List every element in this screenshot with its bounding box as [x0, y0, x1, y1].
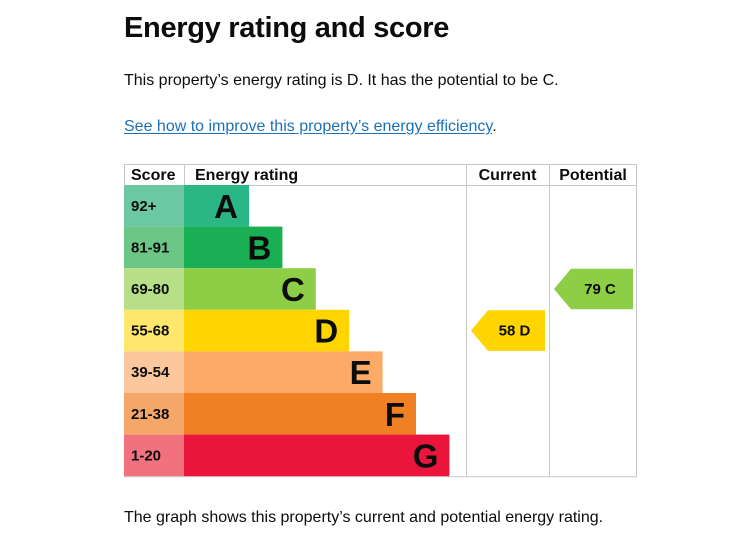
score-range-c: 69-80	[131, 281, 169, 298]
score-cell-d	[124, 309, 184, 352]
improve-link-paragraph: See how to improve this property’s energ…	[124, 118, 497, 136]
chart-caption: The graph shows this property’s current …	[124, 509, 604, 526]
header-energy-rating: Energy rating	[195, 167, 298, 184]
rating-letter-d: D	[314, 313, 338, 350]
score-cell-c	[124, 268, 184, 310]
score-cell-f	[124, 393, 184, 435]
current-rating-arrow	[471, 310, 545, 351]
potential-rating-label: 79 C	[584, 281, 616, 298]
score-range-b: 81-91	[131, 239, 169, 256]
score-cell-e	[124, 351, 184, 393]
rating-letter-a: A	[214, 188, 238, 225]
rating-letter-e: E	[350, 354, 372, 391]
header-score: Score	[131, 167, 176, 184]
rating-bar-c	[184, 268, 316, 310]
rating-letter-c: C	[281, 271, 305, 308]
rating-letter-g: G	[413, 437, 439, 474]
score-cell-a	[124, 185, 184, 227]
rating-bar-g	[184, 434, 450, 477]
score-range-a: 92+	[131, 198, 157, 215]
rating-bar-f	[184, 393, 416, 435]
rating-bar-e	[184, 351, 383, 393]
score-range-d: 55-68	[131, 323, 169, 340]
potential-rating-arrow	[554, 268, 633, 310]
link-suffix: .	[492, 118, 497, 135]
improve-efficiency-link[interactable]: See how to improve this property’s energ…	[124, 118, 493, 135]
rating-letter-b: B	[248, 229, 272, 266]
score-cell-b	[124, 226, 184, 269]
header-current: Current	[479, 167, 537, 184]
rating-summary: This property’s energy rating is D. It h…	[124, 72, 559, 89]
score-range-f: 21-38	[131, 406, 169, 423]
score-range-e: 39-54	[131, 364, 170, 381]
current-rating-label: 58 D	[499, 323, 531, 340]
rating-bar-b	[184, 226, 283, 269]
score-range-g: 1-20	[131, 447, 161, 464]
score-cell-g	[124, 434, 184, 477]
page-title: Energy rating and score	[124, 12, 450, 44]
rating-bar-d	[184, 309, 350, 352]
rating-bar-a	[184, 185, 249, 227]
rating-letter-f: F	[385, 396, 405, 433]
header-potential: Potential	[559, 167, 627, 184]
